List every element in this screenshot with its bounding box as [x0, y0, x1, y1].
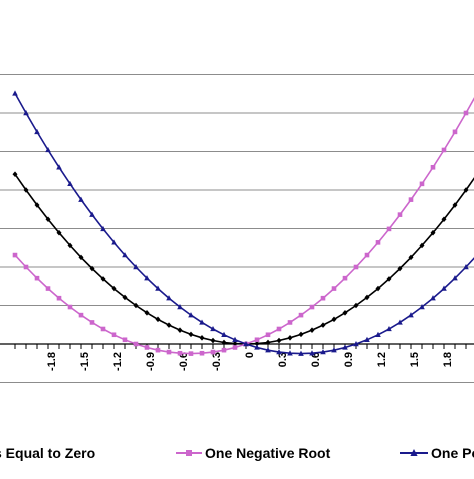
data-point — [200, 335, 205, 341]
x-tick-label: 1.8 — [442, 352, 454, 367]
data-point — [332, 286, 337, 291]
x-tick-label: -0.9 — [145, 352, 157, 371]
grid-lines — [0, 75, 474, 383]
data-point — [178, 327, 183, 333]
data-point — [310, 327, 315, 333]
x-tick-label: 1.5 — [409, 352, 421, 367]
data-point — [167, 350, 172, 355]
data-point — [288, 320, 293, 325]
data-point — [222, 348, 227, 353]
data-point — [57, 296, 62, 301]
legend: s Equal to Zero One Negative Root One Po — [0, 445, 474, 461]
data-point — [299, 332, 304, 338]
data-point — [321, 296, 326, 301]
legend-item: One Negative Root — [176, 445, 331, 461]
data-point — [167, 322, 172, 328]
data-point — [178, 351, 183, 356]
data-point — [189, 351, 194, 356]
data-point — [332, 317, 337, 323]
x-tick-label: 0 — [244, 352, 256, 358]
data-point — [134, 342, 139, 347]
x-tick-label: -0.3 — [211, 352, 223, 371]
data-point — [255, 337, 260, 342]
legend-label: s Equal to Zero — [0, 445, 95, 461]
x-tick-label: -1.2 — [112, 352, 124, 371]
legend-label: One Po — [431, 445, 474, 461]
x-tick-label: 0.9 — [343, 352, 355, 367]
data-point — [156, 348, 161, 353]
data-point — [24, 265, 29, 270]
data-point — [343, 276, 348, 281]
data-point — [101, 327, 106, 332]
data-point — [233, 345, 238, 350]
data-point — [354, 265, 359, 270]
series-line — [15, 73, 474, 354]
data-point — [211, 338, 216, 344]
data-point — [365, 253, 370, 258]
data-point — [68, 305, 73, 310]
series-diamond — [13, 155, 474, 347]
data-point — [376, 240, 381, 245]
data-point — [288, 335, 293, 341]
data-point — [431, 165, 436, 170]
legend-item: s Equal to Zero — [0, 445, 95, 461]
data-point — [453, 130, 458, 135]
data-point — [123, 337, 128, 342]
x-tick-label: -1.8 — [46, 352, 58, 371]
data-point — [90, 320, 95, 325]
series-line — [15, 93, 474, 353]
x-tick-label: 1.2 — [376, 352, 388, 367]
data-point — [277, 327, 282, 332]
data-point — [79, 313, 84, 318]
x-tick-label: 0.3 — [277, 352, 289, 367]
data-point — [266, 332, 271, 337]
data-point — [420, 182, 425, 187]
data-point — [310, 305, 315, 310]
data-point — [35, 276, 40, 281]
legend-label: One Negative Root — [205, 445, 331, 461]
data-point — [12, 90, 18, 95]
data-point — [464, 111, 469, 116]
data-point — [156, 317, 161, 323]
data-point — [189, 332, 194, 338]
data-point — [13, 253, 18, 258]
data-point — [277, 338, 282, 344]
data-point — [46, 286, 51, 291]
data-point — [112, 332, 117, 337]
data-point — [145, 345, 150, 350]
data-point — [409, 197, 414, 202]
data-point — [398, 212, 403, 217]
data-point — [299, 313, 304, 318]
x-tick-label: -1.5 — [79, 352, 91, 371]
data-point — [200, 351, 205, 356]
data-point — [387, 227, 392, 232]
legend-marker — [186, 450, 192, 456]
data-point — [211, 350, 216, 355]
data-point — [321, 322, 326, 328]
legend-item: One Po — [400, 445, 474, 461]
data-point — [442, 148, 447, 153]
